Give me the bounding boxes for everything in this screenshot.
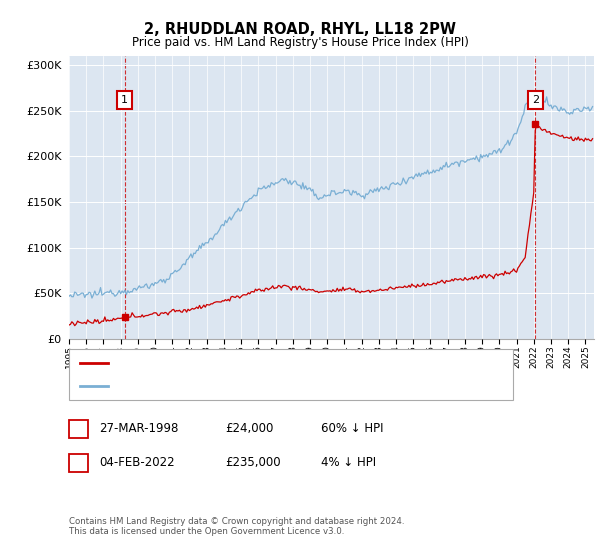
Text: 27-MAR-1998: 27-MAR-1998 xyxy=(99,422,178,436)
Text: £24,000: £24,000 xyxy=(225,422,274,436)
Text: 60% ↓ HPI: 60% ↓ HPI xyxy=(321,422,383,436)
Text: 04-FEB-2022: 04-FEB-2022 xyxy=(99,456,175,469)
Text: £235,000: £235,000 xyxy=(225,456,281,469)
Text: 2, RHUDDLAN ROAD, RHYL, LL18 2PW (detached house): 2, RHUDDLAN ROAD, RHYL, LL18 2PW (detach… xyxy=(114,358,406,368)
Text: HPI: Average price, detached house, Denbighshire: HPI: Average price, detached house, Denb… xyxy=(114,381,376,391)
Text: 1: 1 xyxy=(75,422,82,436)
Text: 2: 2 xyxy=(532,95,539,105)
Text: 4% ↓ HPI: 4% ↓ HPI xyxy=(321,456,376,469)
Text: 2: 2 xyxy=(75,456,82,469)
Text: 1: 1 xyxy=(121,95,128,105)
Text: 2, RHUDDLAN ROAD, RHYL, LL18 2PW: 2, RHUDDLAN ROAD, RHYL, LL18 2PW xyxy=(144,22,456,38)
Text: Price paid vs. HM Land Registry's House Price Index (HPI): Price paid vs. HM Land Registry's House … xyxy=(131,36,469,49)
Text: Contains HM Land Registry data © Crown copyright and database right 2024.
This d: Contains HM Land Registry data © Crown c… xyxy=(69,517,404,536)
